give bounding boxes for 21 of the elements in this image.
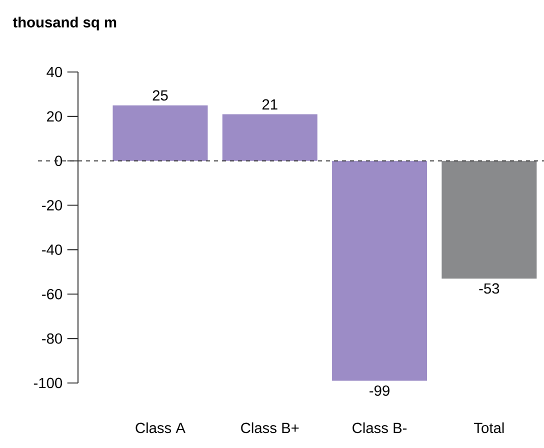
data-label: -53 <box>479 283 500 294</box>
data-label: -99 <box>370 385 390 396</box>
chart-title: thousand sq m <box>12 16 116 30</box>
bar <box>332 160 428 381</box>
x-tick-label: Class B+ <box>241 422 299 434</box>
y-tick-label: 20 <box>47 111 62 122</box>
y-tick-label: 40 <box>46 66 62 78</box>
y-tick-label: -100 <box>34 378 62 388</box>
data-label: 21 <box>262 99 278 110</box>
y-tick-label: -20 <box>42 200 62 210</box>
x-tick-label: Class A <box>136 422 186 434</box>
bar <box>222 114 318 161</box>
y-tick-label: 0 <box>55 156 62 166</box>
x-tick-label: Total <box>474 422 504 434</box>
y-tick-label: -40 <box>42 244 62 255</box>
y-tick-label: -60 <box>42 288 62 300</box>
data-label: 25 <box>152 90 168 101</box>
y-tick-label: -80 <box>42 333 62 344</box>
bar <box>442 160 537 279</box>
x-tick-label: Class B- <box>352 422 407 434</box>
bar <box>112 105 208 161</box>
